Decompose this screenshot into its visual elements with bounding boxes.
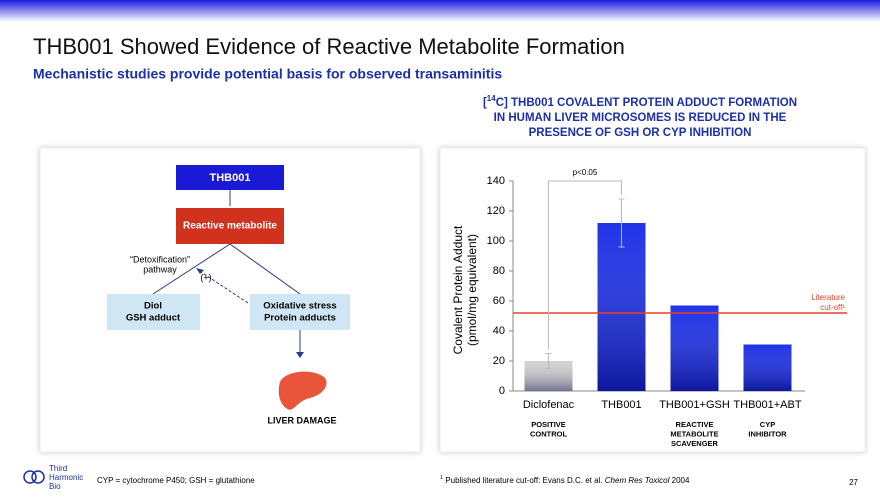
logo-text: Bio — [49, 482, 61, 491]
bar-shade — [597, 223, 646, 391]
x-sublabel: INHIBITOR — [748, 429, 787, 438]
page-number: 27 — [849, 478, 858, 487]
logo-text: Harmonic — [49, 473, 83, 482]
node-box — [107, 294, 200, 330]
annotation: p<0.05 — [573, 168, 598, 177]
y-tick-label: 60 — [493, 295, 505, 307]
y-tick-label: 40 — [493, 325, 505, 337]
node-label: Protein adducts — [264, 313, 336, 324]
node-label: Diol — [144, 301, 162, 312]
x-tick-label: THB001 — [601, 399, 641, 411]
y-tick-label: 120 — [487, 205, 505, 217]
x-tick-label: THB001+ABT — [733, 399, 801, 411]
node-box — [250, 294, 350, 330]
liver-icon — [278, 371, 327, 410]
bar-shade — [670, 305, 719, 391]
y-tick-label: 0 — [499, 385, 505, 397]
y-tick-label: 80 — [493, 265, 505, 277]
slide-subtitle: Mechanistic studies provide potential ba… — [33, 66, 502, 82]
node-box — [176, 208, 284, 244]
x-tick-label: Diclofenac — [523, 399, 575, 411]
reference-label: Literature — [811, 293, 845, 302]
edge-label: “Detoxification” — [130, 254, 190, 264]
node-label: Oxidative stress — [263, 301, 336, 312]
node-label: Reactive metabolite — [183, 221, 277, 232]
y-axis-label: (pmol/mg equivalent) — [465, 234, 479, 346]
x-sublabel: SCAVENGER — [671, 439, 719, 448]
edge-label: (+) — [200, 272, 211, 282]
abbreviations: CYP = cytochrome P450; GSH = glutathione — [97, 476, 255, 485]
arrowhead — [296, 352, 304, 358]
y-tick-label: 100 — [487, 235, 505, 247]
bar-shade — [743, 344, 792, 391]
x-sublabel: METABOLITE — [670, 429, 718, 438]
x-tick-label: THB001+GSH — [659, 399, 730, 411]
slide-title: THB001 Showed Evidence of Reactive Metab… — [33, 34, 625, 59]
logo-text: Third — [49, 464, 67, 473]
reference-label: cut-off¹ — [820, 303, 845, 312]
chart-title: IN HUMAN LIVER MICROSOMES IS REDUCED IN … — [494, 112, 787, 124]
footnote: 1 Published literature cut-off: Evans D.… — [440, 475, 690, 485]
x-sublabel: POSITIVE — [531, 420, 566, 429]
chart-panel — [439, 147, 866, 453]
chart-title: PRESENCE OF GSH OR CYP INHIBITION — [529, 127, 752, 139]
plot: 0 20 40 60 80 100 120 140 Covalent Protein Adduc… — [451, 168, 847, 448]
x-sublabel: REACTIVE — [676, 420, 714, 429]
header-band — [0, 0, 880, 22]
node-box — [176, 165, 284, 190]
y-tick-label: 20 — [493, 355, 505, 367]
y-tick-label: 140 — [487, 175, 505, 187]
x-sublabel: CONTROL — [530, 429, 567, 438]
node-label: LIVER DAMAGE — [267, 415, 336, 425]
chart-title: [14C] THB001 COVALENT PROTEIN ADDUCT FOR… — [483, 94, 797, 109]
y-axis-label: Covalent Protein Adduct — [451, 225, 465, 354]
significance-bracket — [548, 180, 622, 350]
x-sublabel: CYP — [760, 420, 775, 429]
logo: Third Harmonic Bio — [23, 464, 83, 491]
edge — [229, 243, 301, 295]
node-label: GSH adduct — [126, 313, 181, 324]
edge-label: pathway — [143, 264, 177, 274]
edge — [152, 243, 231, 295]
node-label: THB001 — [210, 172, 251, 184]
arrowhead — [196, 268, 204, 274]
